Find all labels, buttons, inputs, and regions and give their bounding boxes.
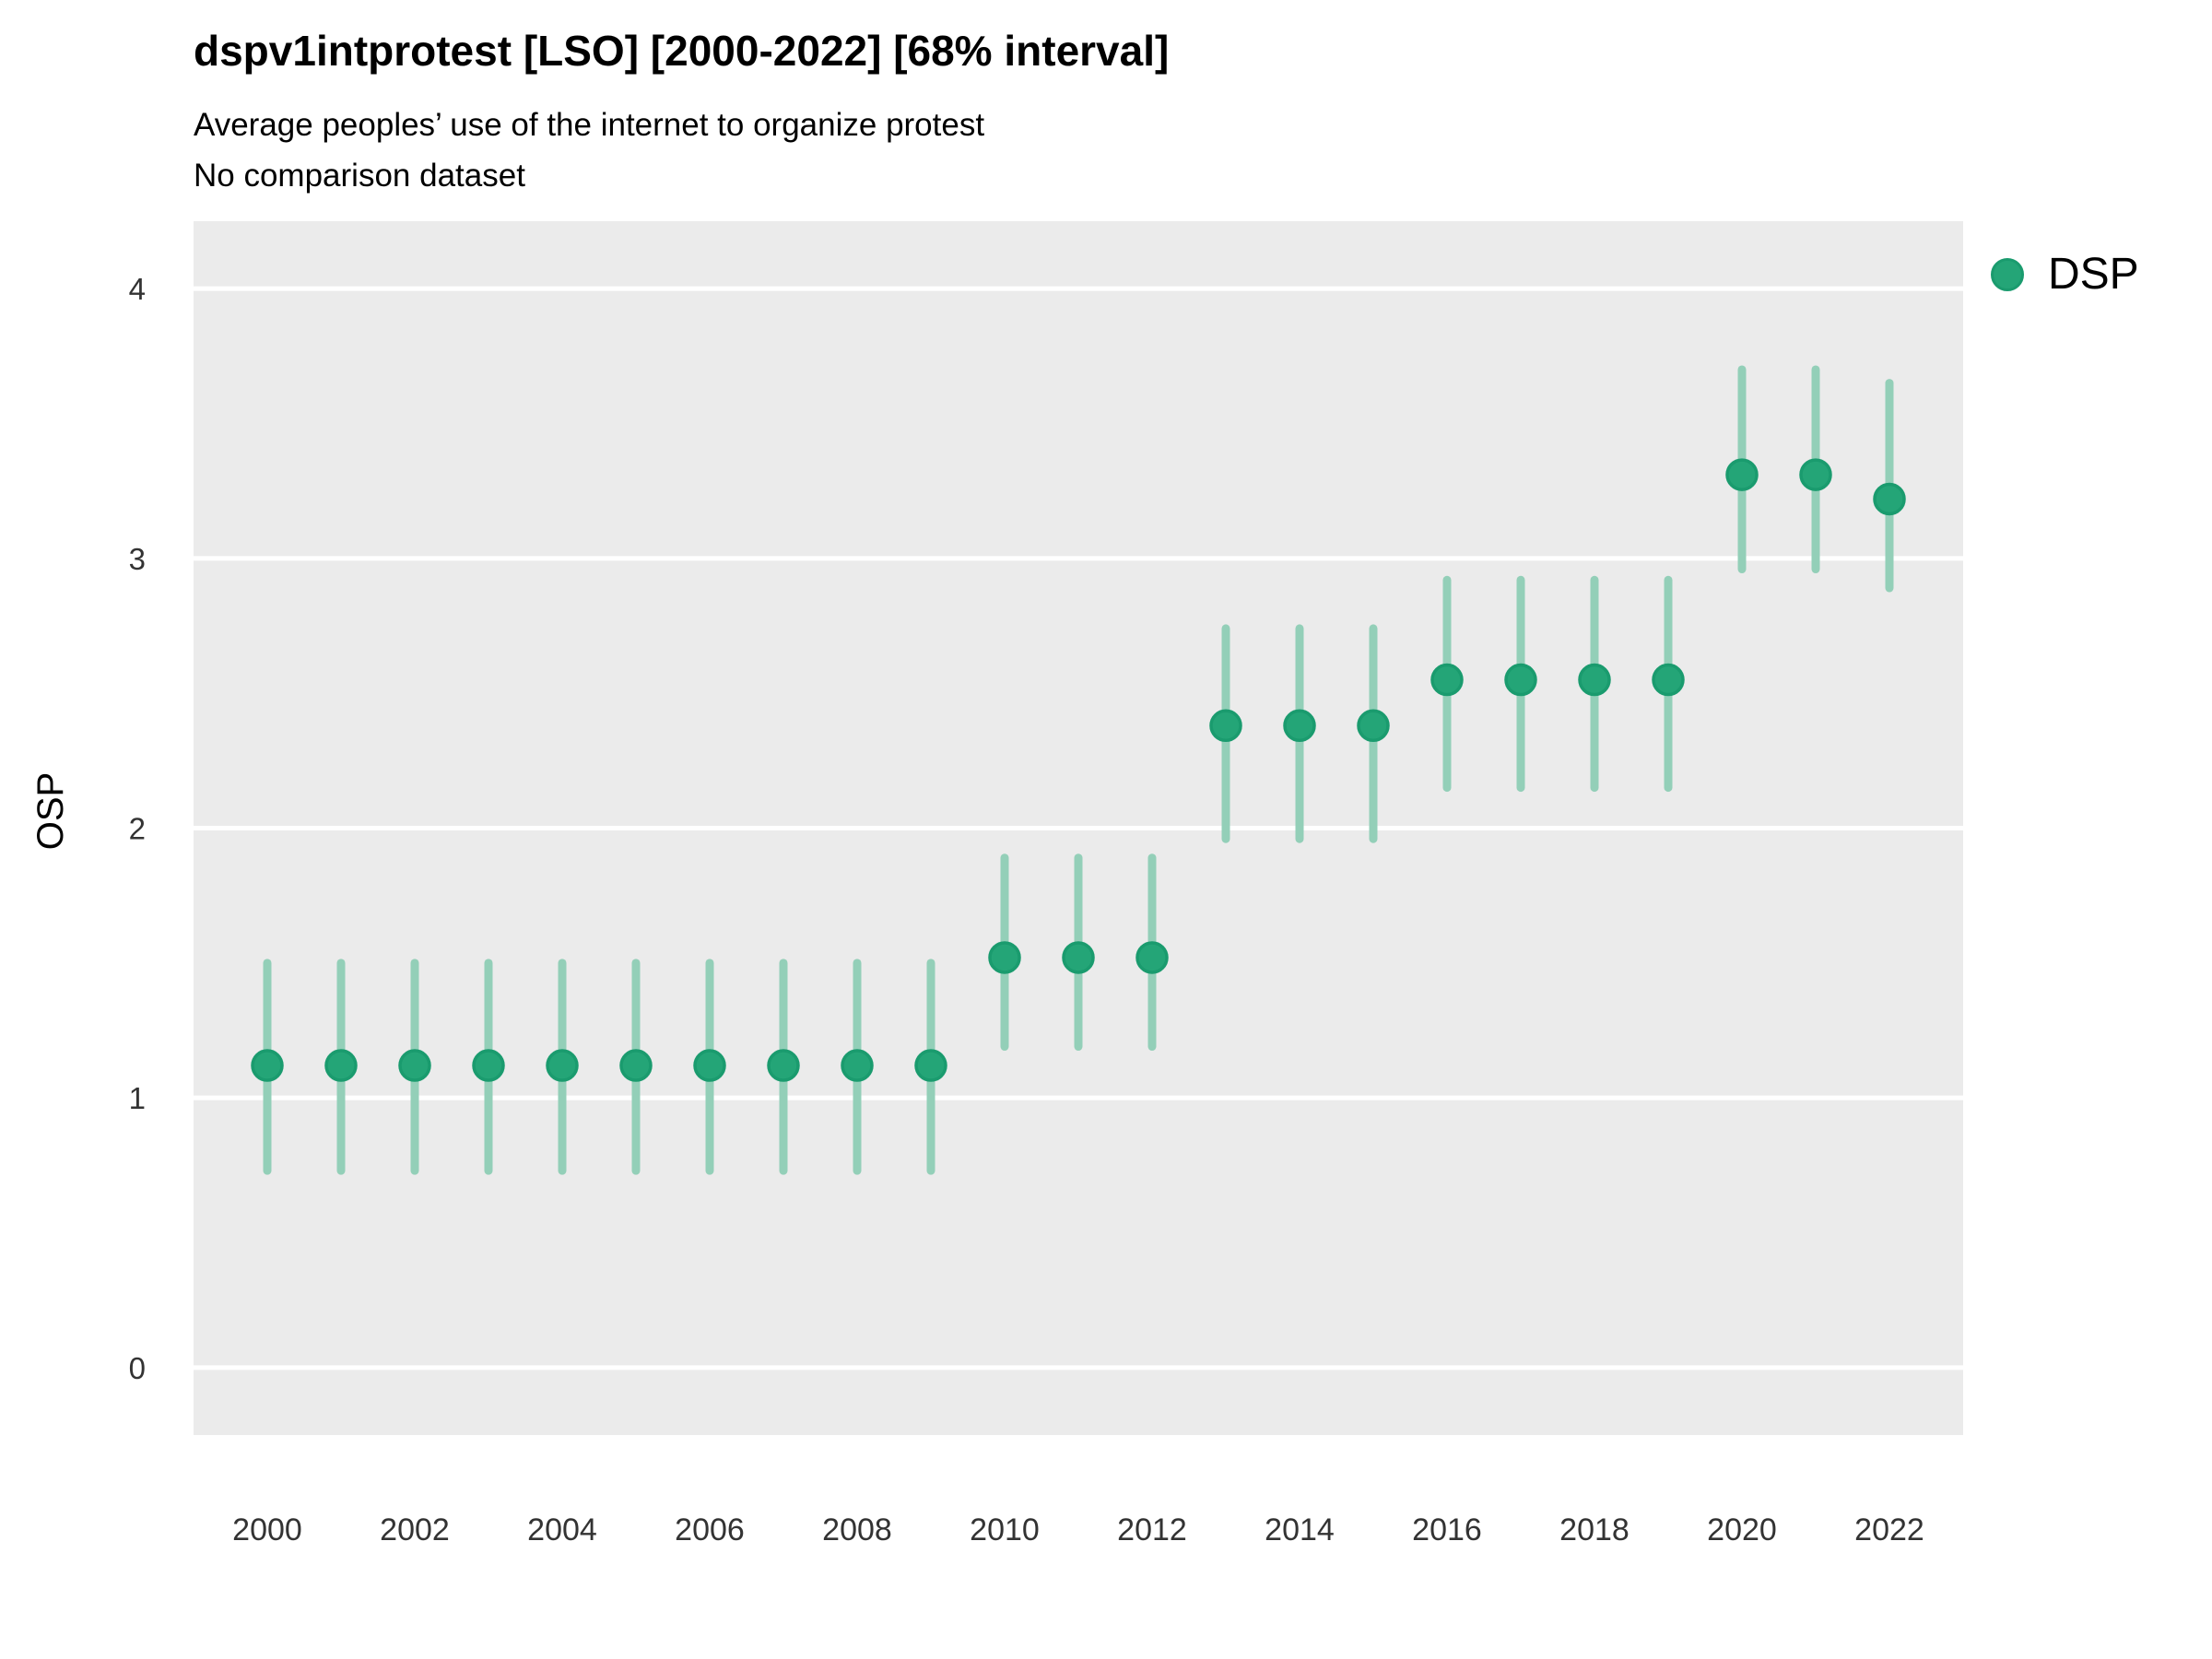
data-point-2014 bbox=[1283, 709, 1316, 743]
data-point-2012 bbox=[1135, 941, 1169, 974]
chart-title: dspv1intprotest [LSO] [2000-2022] [68% i… bbox=[194, 27, 1170, 75]
x-tick-label-2012: 2012 bbox=[1117, 1512, 1187, 1547]
data-point-2001 bbox=[324, 1049, 358, 1082]
legend: DSP bbox=[1991, 253, 2139, 297]
data-point-2003 bbox=[472, 1049, 505, 1082]
x-tick-label-2000: 2000 bbox=[232, 1512, 302, 1547]
data-point-2010 bbox=[988, 941, 1021, 974]
data-point-2009 bbox=[914, 1049, 947, 1082]
y-tick-label-2: 2 bbox=[129, 812, 146, 846]
x-tick-labels: 2000 2002 2004 2006 2008 2010 2012 2014 2016 2018… bbox=[232, 1512, 1924, 1547]
data-point-2005 bbox=[619, 1049, 653, 1082]
legend-point-icon bbox=[1991, 258, 2024, 291]
data-point-2000 bbox=[251, 1049, 284, 1082]
data-point-2018 bbox=[1578, 663, 1611, 697]
x-tick-label-2006: 2006 bbox=[675, 1512, 745, 1547]
y-tick-label-4: 4 bbox=[129, 272, 146, 306]
data-point-2004 bbox=[546, 1049, 579, 1082]
y-tick-label-1: 1 bbox=[129, 1081, 146, 1115]
legend-label: DSP bbox=[2048, 250, 2139, 299]
chart-subtitle-line2: No comparison dataset bbox=[194, 158, 525, 194]
x-tick-label-2010: 2010 bbox=[970, 1512, 1040, 1547]
x-tick-label-2022: 2022 bbox=[1854, 1512, 1924, 1547]
y-tick-label-3: 3 bbox=[129, 542, 146, 576]
y-tick-labels: 0 1 2 3 4 bbox=[129, 272, 146, 1385]
data-point-2011 bbox=[1062, 941, 1095, 974]
chart-subtitle-line1: Average peoples’ use of the internet to … bbox=[194, 107, 985, 143]
data-point-2008 bbox=[841, 1049, 874, 1082]
x-tick-label-2004: 2004 bbox=[527, 1512, 597, 1547]
data-point-2016 bbox=[1430, 663, 1464, 697]
data-point-2020 bbox=[1725, 458, 1759, 491]
data-point-2013 bbox=[1209, 709, 1242, 743]
data-point-2017 bbox=[1504, 663, 1537, 697]
x-tick-label-2020: 2020 bbox=[1707, 1512, 1777, 1547]
data-point-2019 bbox=[1652, 663, 1685, 697]
data-point-2006 bbox=[693, 1049, 726, 1082]
x-tick-label-2016: 2016 bbox=[1412, 1512, 1482, 1547]
data-point-2022 bbox=[1873, 482, 1906, 516]
data-point-2002 bbox=[398, 1049, 431, 1082]
data-point-2007 bbox=[767, 1049, 800, 1082]
x-tick-label-2002: 2002 bbox=[380, 1512, 450, 1547]
x-tick-label-2008: 2008 bbox=[822, 1512, 892, 1547]
data-points bbox=[251, 458, 1906, 1082]
data-point-2021 bbox=[1799, 458, 1832, 491]
x-tick-label-2014: 2014 bbox=[1265, 1512, 1335, 1547]
x-tick-label-2018: 2018 bbox=[1559, 1512, 1630, 1547]
data-point-2015 bbox=[1357, 709, 1390, 743]
y-tick-label-0: 0 bbox=[129, 1351, 146, 1385]
